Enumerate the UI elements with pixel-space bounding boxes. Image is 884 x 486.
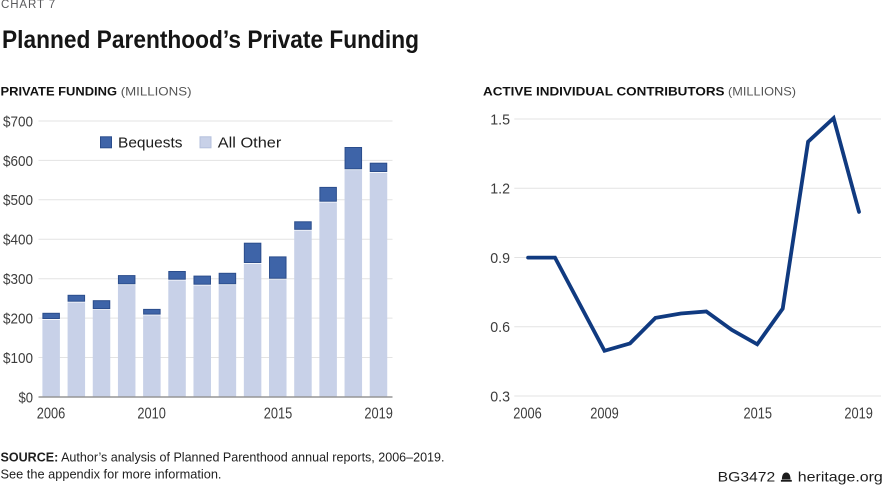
svg-text:Planned Parenthood’s Private F: Planned Parenthood’s Private Funding [2, 26, 419, 54]
svg-text:$600: $600 [3, 153, 33, 170]
svg-text:See the appendix for more info: See the appendix for more information. [1, 466, 222, 481]
svg-text:Bequests: Bequests [118, 134, 183, 151]
svg-text:2015: 2015 [743, 406, 772, 423]
svg-text:SOURCE: Author’s analysis of P: SOURCE: Author’s analysis of Planned Par… [1, 450, 445, 465]
svg-text:$0: $0 [19, 389, 34, 406]
svg-text:0.3: 0.3 [490, 388, 510, 405]
svg-text:1.2: 1.2 [490, 181, 510, 198]
svg-text:$200: $200 [3, 311, 33, 328]
svg-text:2019: 2019 [364, 406, 393, 423]
svg-text:$700: $700 [3, 113, 33, 130]
svg-text:0.9: 0.9 [490, 250, 510, 267]
svg-text:$300: $300 [3, 271, 33, 288]
svg-text:All Other: All Other [218, 134, 281, 151]
svg-text:BG3472: BG3472 [718, 469, 776, 485]
svg-text:heritage.org: heritage.org [798, 469, 883, 485]
svg-text:2006: 2006 [37, 406, 66, 423]
svg-text:2006: 2006 [513, 406, 542, 423]
svg-text:$400: $400 [3, 232, 33, 249]
svg-text:ACTIVE INDIVIDUAL CONTRIBUTORS: ACTIVE INDIVIDUAL CONTRIBUTORS (MILLIONS… [483, 85, 796, 99]
svg-text:CHART 7: CHART 7 [1, 0, 56, 11]
svg-text:2019: 2019 [844, 406, 873, 423]
svg-text:2010: 2010 [137, 406, 166, 423]
svg-text:1.5: 1.5 [490, 111, 510, 128]
svg-text:0.6: 0.6 [490, 319, 510, 336]
svg-text:$100: $100 [3, 350, 33, 367]
svg-text:2015: 2015 [264, 406, 293, 423]
svg-text:2009: 2009 [590, 406, 619, 423]
svg-text:$500: $500 [3, 192, 33, 209]
svg-text:PRIVATE FUNDING (MILLIONS): PRIVATE FUNDING (MILLIONS) [1, 85, 192, 99]
